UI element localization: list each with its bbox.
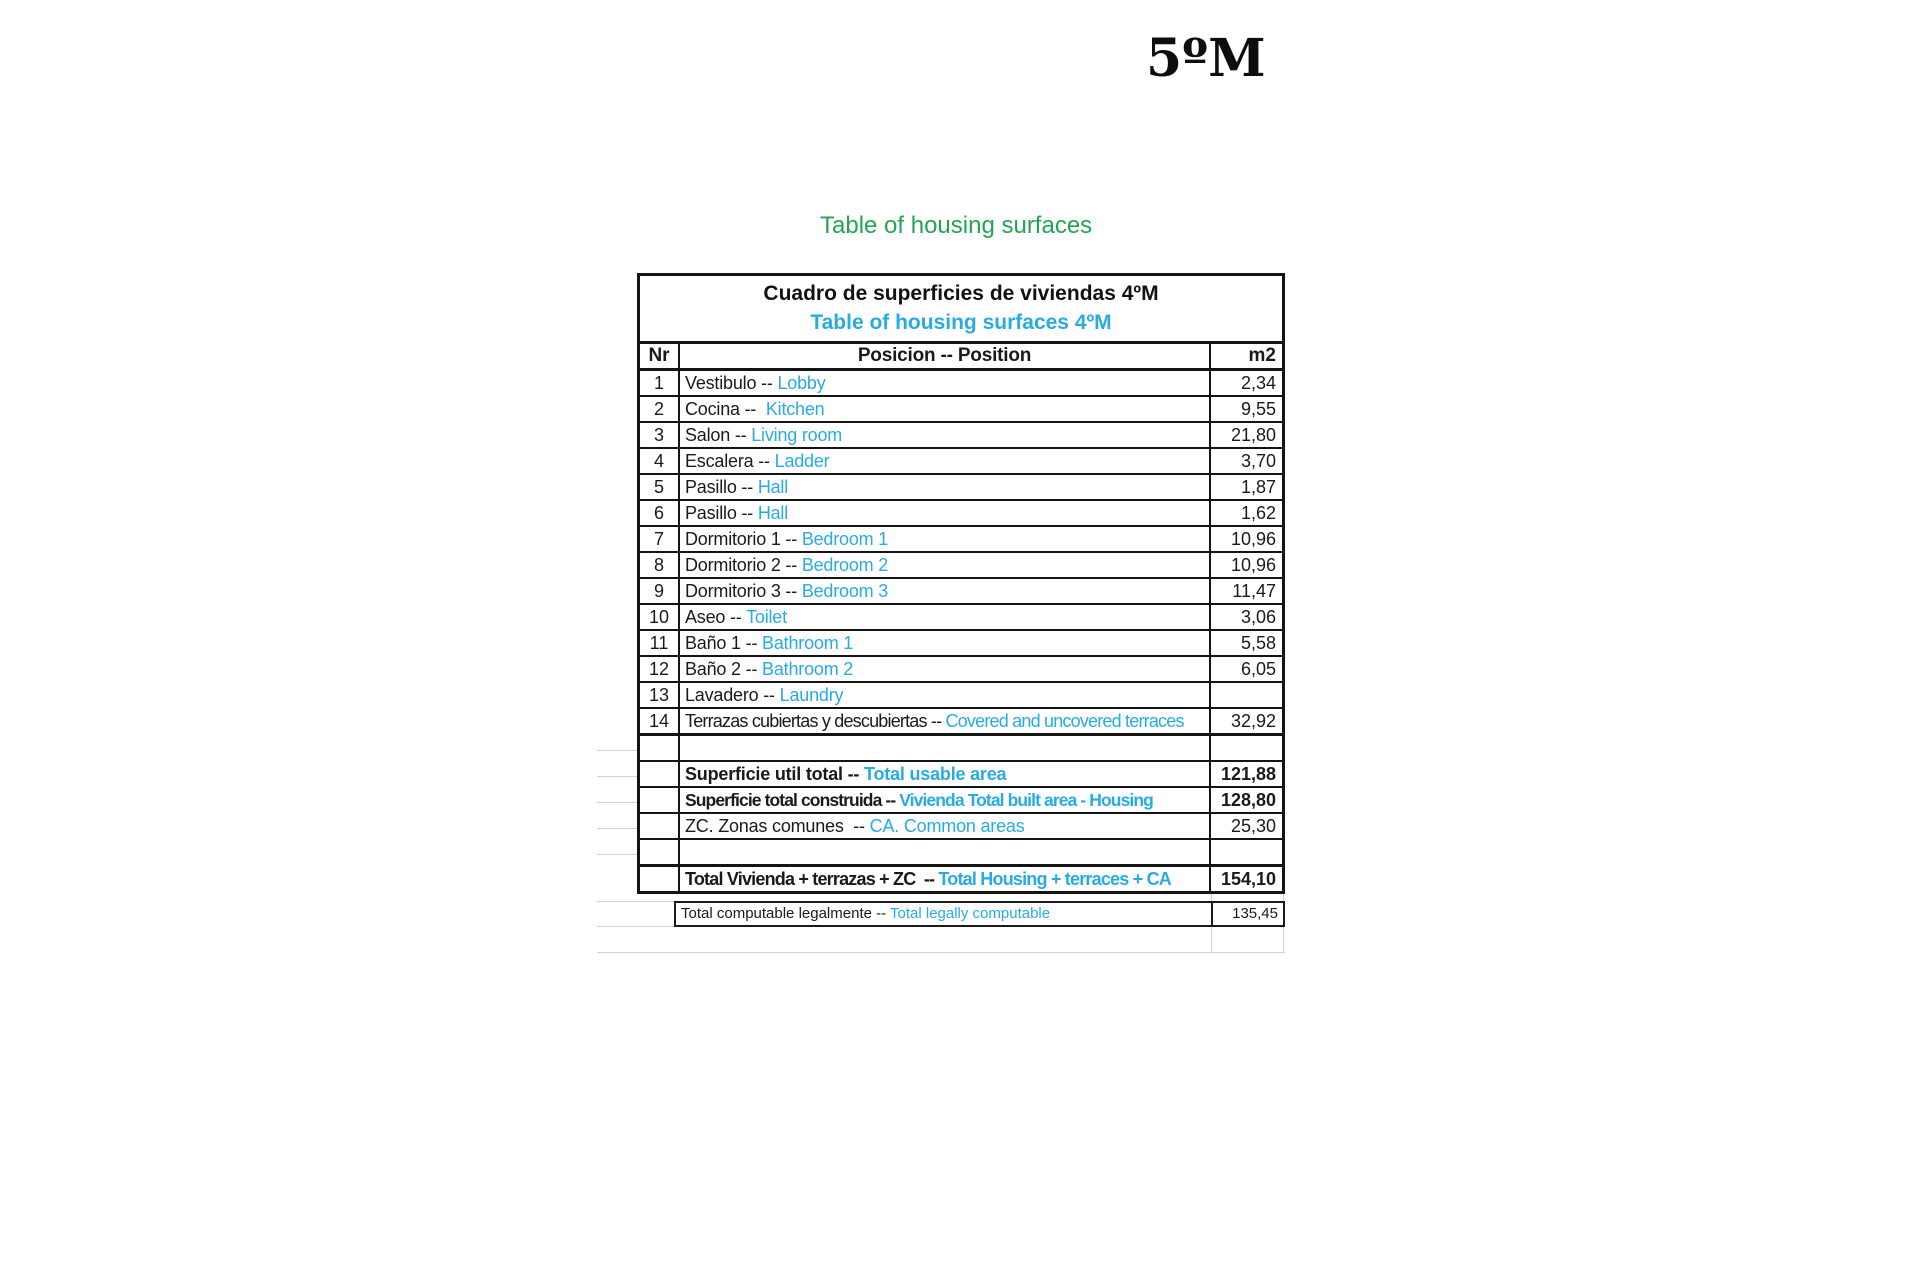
table-row: 1 Vestibulo -- Lobby 2,34 — [640, 371, 1282, 397]
area-cell: 32,92 — [1209, 709, 1282, 733]
area-cell: 3,06 — [1209, 605, 1282, 629]
empty-row — [640, 840, 1282, 867]
area-cell — [1209, 683, 1282, 707]
position-cell: Dormitorio 1 -- Bedroom 1 — [678, 527, 1209, 551]
area-cell: 6,05 — [1209, 657, 1282, 681]
area-cell: 3,70 — [1209, 449, 1282, 473]
row-number: 1 — [653, 373, 664, 393]
position-cell: Vestibulo -- Lobby — [678, 371, 1209, 395]
position-cell: Total Vivienda + terrazas + ZC -- Total … — [678, 867, 1209, 891]
total-built-row: Superficie total construida -- Vivienda … — [640, 788, 1282, 814]
section-title: Table of housing surfaces — [820, 212, 1093, 239]
page-header-title: 5ºM — [1146, 28, 1266, 89]
row-number: 4 — [653, 451, 664, 471]
area-cell: 1,62 — [1209, 501, 1282, 525]
position-cell: Baño 1 -- Bathroom 1 — [678, 631, 1209, 655]
area-cell: 9,55 — [1209, 397, 1282, 421]
legal-total-value: 135,45 — [1211, 903, 1283, 925]
grand-total-row: Total Vivienda + terrazas + ZC -- Total … — [640, 867, 1282, 891]
area-cell: 121,88 — [1209, 762, 1282, 786]
row-number: 11 — [649, 633, 669, 653]
area-cell: 25,30 — [1209, 814, 1282, 838]
position-cell: Pasillo -- Hall — [678, 475, 1209, 499]
row-number: 8 — [653, 555, 664, 575]
position-cell: Terrazas cubiertas y descubiertas -- Cov… — [678, 709, 1209, 733]
table-row: 10 Aseo -- Toilet 3,06 — [640, 605, 1282, 631]
position-cell: Baño 2 -- Bathroom 2 — [678, 657, 1209, 681]
area-cell: 5,58 — [1209, 631, 1282, 655]
area-cell: 10,96 — [1209, 553, 1282, 577]
column-header-position: Posicion -- Position — [678, 344, 1209, 368]
area-cell: 128,80 — [1209, 788, 1282, 812]
total-usable-row: Superficie util total -- Total usable ar… — [640, 762, 1282, 788]
position-cell: Dormitorio 2 -- Bedroom 2 — [678, 553, 1209, 577]
legal-total-row: Total computable legalmente -- Total leg… — [674, 901, 1285, 927]
position-cell: Superficie total construida -- Vivienda … — [678, 788, 1209, 812]
table-row: 4 Escalera -- Ladder 3,70 — [640, 449, 1282, 475]
area-cell: 11,47 — [1209, 579, 1282, 603]
area-cell: 10,96 — [1209, 527, 1282, 551]
table-row: 13 Lavadero -- Laundry — [640, 683, 1282, 709]
row-number: 9 — [653, 581, 664, 601]
position-cell: Salon -- Living room — [678, 423, 1209, 447]
row-number: 7 — [653, 529, 664, 549]
position-cell: ZC. Zonas comunes -- CA. Common areas — [678, 814, 1209, 838]
table-title-block: Cuadro de superficies de viviendas 4ºM T… — [640, 276, 1282, 344]
table-title-en: Table of housing surfaces 4ºM — [810, 311, 1112, 334]
row-number: 5 — [653, 477, 664, 497]
row-number: 10 — [648, 607, 670, 627]
table-row: 5 Pasillo -- Hall 1,87 — [640, 475, 1282, 501]
position-cell: Escalera -- Ladder — [678, 449, 1209, 473]
position-cell: Superficie util total -- Total usable ar… — [678, 762, 1209, 786]
table-title-es: Cuadro de superficies de viviendas 4ºM — [763, 282, 1159, 305]
surfaces-table: Cuadro de superficies de viviendas 4ºM T… — [637, 273, 1285, 894]
position-cell: Lavadero -- Laundry — [678, 683, 1209, 707]
empty-row — [640, 736, 1282, 762]
table-row: 8 Dormitorio 2 -- Bedroom 2 10,96 — [640, 553, 1282, 579]
table-row: 7 Dormitorio 1 -- Bedroom 1 10,96 — [640, 527, 1282, 553]
row-number: 6 — [653, 503, 664, 523]
column-header-nr: Nr — [648, 345, 670, 366]
table-row: 2 Cocina -- Kitchen 9,55 — [640, 397, 1282, 423]
column-header-m2: m2 — [1209, 344, 1282, 368]
table-row: 9 Dormitorio 3 -- Bedroom 3 11,47 — [640, 579, 1282, 605]
table-row: 12 Baño 2 -- Bathroom 2 6,05 — [640, 657, 1282, 683]
row-number: 12 — [648, 659, 670, 679]
row-number: 13 — [648, 685, 670, 705]
position-cell: Cocina -- Kitchen — [678, 397, 1209, 421]
table-row: 3 Salon -- Living room 21,80 — [640, 423, 1282, 449]
table-row: 11 Baño 1 -- Bathroom 1 5,58 — [640, 631, 1282, 657]
common-areas-row: ZC. Zonas comunes -- CA. Common areas 25… — [640, 814, 1282, 840]
area-cell: 154,10 — [1209, 867, 1282, 891]
table-header-row: Nr Posicion -- Position m2 — [640, 344, 1282, 371]
area-cell: 2,34 — [1209, 371, 1282, 395]
row-number: 2 — [653, 399, 664, 419]
position-cell: Aseo -- Toilet — [678, 605, 1209, 629]
position-cell: Pasillo -- Hall — [678, 501, 1209, 525]
table-row: 14 Terrazas cubiertas y descubiertas -- … — [640, 709, 1282, 736]
table-row: 6 Pasillo -- Hall 1,62 — [640, 501, 1282, 527]
legal-total-label: Total computable legalmente -- Total leg… — [681, 905, 1051, 922]
row-number: 3 — [653, 425, 664, 445]
position-cell: Dormitorio 3 -- Bedroom 3 — [678, 579, 1209, 603]
area-cell: 1,87 — [1209, 475, 1282, 499]
row-number: 14 — [648, 711, 670, 731]
area-cell: 21,80 — [1209, 423, 1282, 447]
